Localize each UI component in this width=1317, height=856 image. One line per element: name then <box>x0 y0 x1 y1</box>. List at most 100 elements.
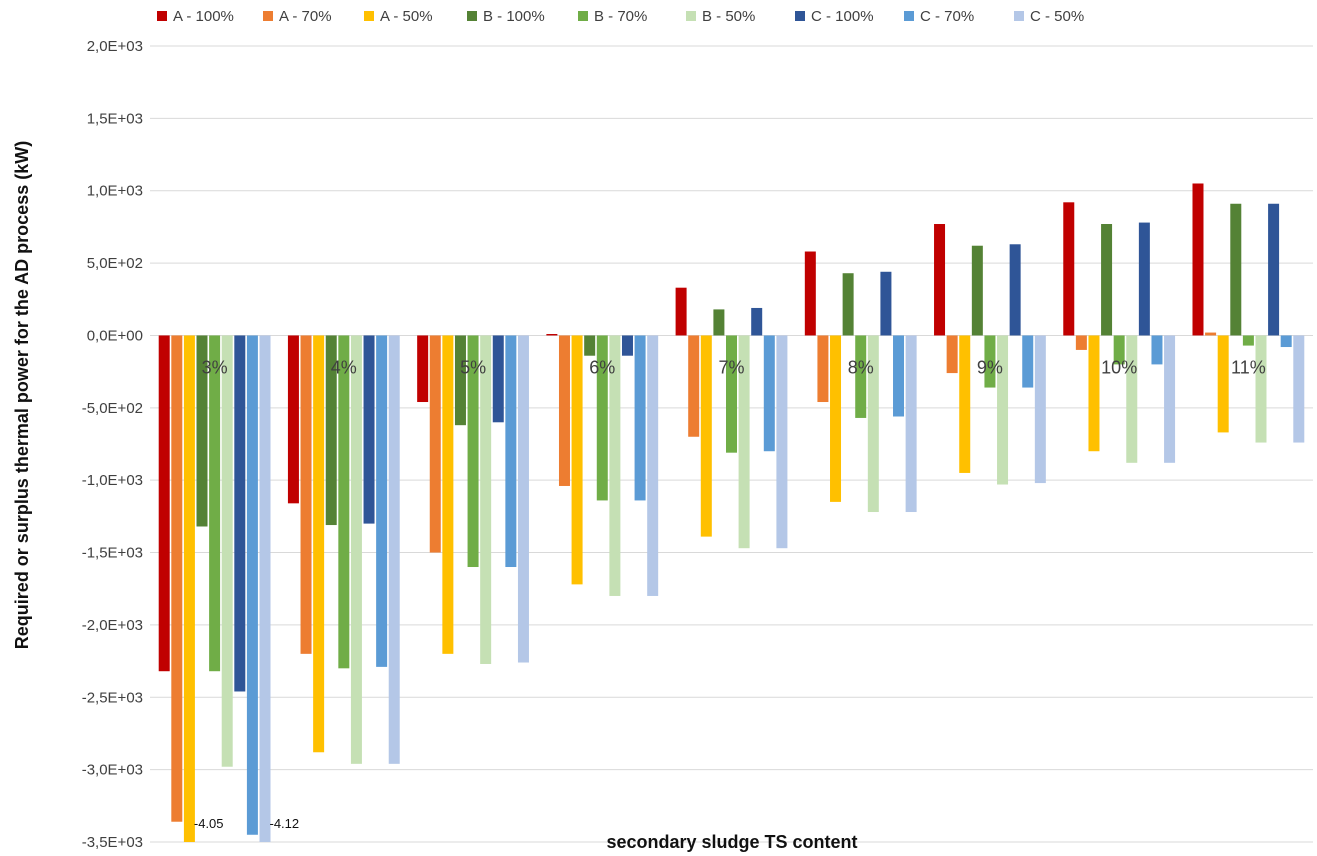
bar <box>1192 183 1204 336</box>
bar <box>1293 335 1305 443</box>
bar <box>647 335 659 596</box>
category-label: 7% <box>718 358 744 378</box>
bar <box>880 271 892 336</box>
bar <box>209 335 221 672</box>
bar <box>763 335 775 452</box>
bar <box>776 335 788 549</box>
legend-swatch <box>364 11 374 21</box>
bar <box>1113 335 1125 365</box>
data-label: -4.12 <box>270 816 300 831</box>
legend-label: B - 70% <box>594 8 647 25</box>
legend-swatch <box>263 11 273 21</box>
bar <box>584 335 596 356</box>
bar <box>158 335 170 672</box>
bar <box>1126 335 1138 463</box>
y-tick-label: -2,0E+03 <box>82 617 143 634</box>
bar <box>855 335 867 418</box>
y-tick-label: 0,0E+00 <box>87 327 143 344</box>
bar <box>338 335 350 669</box>
bar <box>234 335 246 692</box>
y-tick-label: 1,0E+03 <box>87 183 143 200</box>
bar <box>634 335 646 501</box>
y-tick-label: 1,5E+03 <box>87 110 143 127</box>
bar <box>417 335 429 403</box>
annotations: -4.05 -4.12 <box>194 816 299 831</box>
bar <box>1063 202 1075 336</box>
bar <box>183 335 195 842</box>
bar <box>1217 335 1229 433</box>
bar <box>350 335 362 764</box>
bar <box>325 335 337 526</box>
data-label: -4.05 <box>194 816 224 831</box>
bar <box>1151 335 1163 365</box>
bar <box>517 335 529 663</box>
bar <box>1009 244 1021 336</box>
bar <box>571 335 583 585</box>
legend-label: C - 50% <box>1030 8 1084 25</box>
bar-layer <box>158 183 1305 842</box>
category-label: 9% <box>977 358 1003 378</box>
bar <box>738 335 750 549</box>
category-label: 11% <box>1231 358 1266 378</box>
bar <box>492 335 504 423</box>
legend-label: B - 100% <box>483 8 545 25</box>
bar <box>1230 203 1242 336</box>
bar <box>700 335 712 537</box>
bar <box>1101 224 1113 336</box>
bar <box>363 335 375 524</box>
legend-swatch <box>686 11 696 21</box>
bar <box>934 224 946 336</box>
category-label: 10% <box>1101 358 1137 378</box>
legend-label: A - 100% <box>173 8 234 25</box>
bar <box>1268 203 1280 336</box>
bar <box>1088 335 1100 452</box>
bar <box>830 335 842 502</box>
legend-swatch <box>1014 11 1024 21</box>
category-label: 3% <box>202 358 228 378</box>
legend: A - 100% A - 70% A - 50% B - 100% B - 70% B -… <box>157 8 1084 25</box>
bar <box>300 335 312 654</box>
bar <box>546 334 558 336</box>
legend-label: A - 70% <box>279 8 332 25</box>
bar <box>196 335 208 527</box>
bar <box>997 335 1009 485</box>
bar <box>817 335 829 403</box>
bar <box>971 245 983 336</box>
bar <box>313 335 325 753</box>
y-tick-label: -5,0E+02 <box>82 400 143 417</box>
bar <box>713 309 725 336</box>
bar <box>1280 335 1292 348</box>
bar <box>804 251 816 336</box>
bar <box>1164 335 1176 463</box>
bar <box>480 335 492 664</box>
legend-swatch <box>157 11 167 21</box>
bar <box>1034 335 1046 484</box>
bar <box>751 307 763 336</box>
y-tick-labels: 2,0E+03 1,5E+03 1,0E+03 5,0E+02 0,0E+00 -5,0E… <box>82 38 143 851</box>
bar <box>675 287 687 336</box>
bar <box>688 335 700 437</box>
bar <box>558 335 570 486</box>
legend-swatch <box>578 11 588 21</box>
bar <box>221 335 233 767</box>
category-label: 8% <box>848 358 874 378</box>
bar <box>905 335 917 513</box>
category-label: 6% <box>589 358 615 378</box>
bar <box>1255 335 1267 443</box>
y-tick-label: 5,0E+02 <box>87 255 143 272</box>
y-tick-label: -3,5E+03 <box>82 834 143 851</box>
bar <box>467 335 479 568</box>
category-label: 5% <box>460 358 486 378</box>
category-label: 4% <box>331 358 357 378</box>
bar <box>246 335 258 835</box>
bar <box>1242 335 1254 346</box>
bar <box>259 335 271 842</box>
bar <box>429 335 441 553</box>
legend-swatch <box>467 11 477 21</box>
bar <box>609 335 621 596</box>
bar <box>1022 335 1034 388</box>
bar <box>867 335 879 513</box>
legend-label: B - 50% <box>702 8 755 25</box>
